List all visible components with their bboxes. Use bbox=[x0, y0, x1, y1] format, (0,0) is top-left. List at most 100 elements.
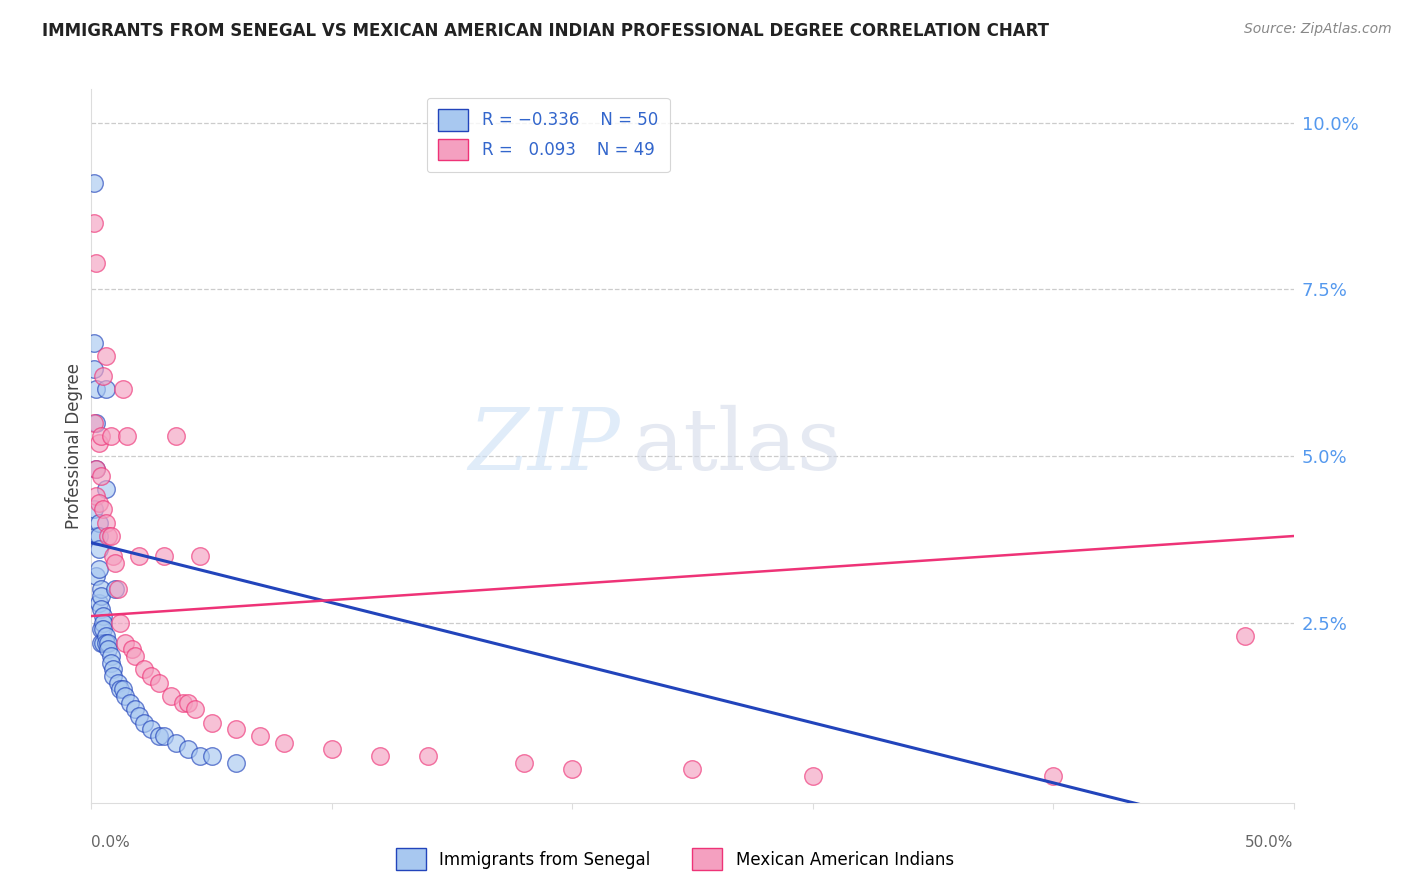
Point bbox=[249, 729, 271, 743]
Point bbox=[141, 669, 163, 683]
Point bbox=[114, 689, 136, 703]
Point bbox=[1234, 629, 1257, 643]
Point bbox=[114, 636, 136, 650]
Point bbox=[94, 483, 117, 497]
Point bbox=[681, 763, 703, 777]
Point bbox=[107, 582, 129, 597]
Point bbox=[84, 382, 107, 396]
Point bbox=[87, 596, 110, 610]
Point bbox=[148, 729, 170, 743]
Point bbox=[165, 429, 187, 443]
Point bbox=[176, 696, 198, 710]
Point bbox=[273, 736, 295, 750]
Point bbox=[94, 516, 117, 530]
Point bbox=[165, 736, 187, 750]
Point bbox=[87, 542, 110, 557]
Point bbox=[90, 623, 112, 637]
Point bbox=[90, 602, 112, 616]
Point bbox=[188, 549, 211, 563]
Point bbox=[416, 749, 439, 764]
Point bbox=[321, 742, 343, 756]
Point bbox=[94, 629, 117, 643]
Point bbox=[84, 416, 107, 430]
Point bbox=[93, 502, 115, 516]
Point bbox=[110, 682, 132, 697]
Text: atlas: atlas bbox=[633, 404, 841, 488]
Point bbox=[90, 582, 112, 597]
Point bbox=[87, 562, 110, 576]
Point bbox=[90, 636, 112, 650]
Point bbox=[184, 702, 207, 716]
Point bbox=[100, 429, 122, 443]
Point bbox=[117, 429, 139, 443]
Point bbox=[84, 569, 107, 583]
Point bbox=[561, 763, 583, 777]
Point bbox=[94, 636, 117, 650]
Point bbox=[513, 756, 536, 770]
Point bbox=[225, 756, 247, 770]
Point bbox=[201, 749, 224, 764]
Legend: Immigrants from Senegal, Mexican American Indians: Immigrants from Senegal, Mexican America… bbox=[389, 842, 960, 877]
Point bbox=[97, 529, 120, 543]
Point bbox=[93, 636, 115, 650]
Point bbox=[83, 176, 105, 190]
Point bbox=[83, 416, 105, 430]
Point bbox=[90, 469, 112, 483]
Y-axis label: Professional Degree: Professional Degree bbox=[65, 363, 83, 529]
Point bbox=[188, 749, 211, 764]
Point bbox=[84, 462, 107, 476]
Point bbox=[128, 709, 150, 723]
Point bbox=[1042, 769, 1064, 783]
Point bbox=[148, 675, 170, 690]
Point bbox=[84, 462, 107, 476]
Text: Source: ZipAtlas.com: Source: ZipAtlas.com bbox=[1244, 22, 1392, 37]
Legend: R = −0.336    N = 50, R =   0.093    N = 49: R = −0.336 N = 50, R = 0.093 N = 49 bbox=[427, 97, 669, 172]
Text: 50.0%: 50.0% bbox=[1246, 836, 1294, 850]
Point bbox=[87, 496, 110, 510]
Point bbox=[124, 702, 146, 716]
Point bbox=[93, 623, 115, 637]
Point bbox=[152, 729, 174, 743]
Text: IMMIGRANTS FROM SENEGAL VS MEXICAN AMERICAN INDIAN PROFESSIONAL DEGREE CORRELATI: IMMIGRANTS FROM SENEGAL VS MEXICAN AMERI… bbox=[42, 22, 1049, 40]
Point bbox=[152, 549, 174, 563]
Point bbox=[100, 656, 122, 670]
Point bbox=[87, 529, 110, 543]
Point bbox=[201, 715, 224, 730]
Point bbox=[225, 723, 247, 737]
Point bbox=[83, 216, 105, 230]
Point bbox=[84, 255, 107, 269]
Point bbox=[107, 675, 129, 690]
Point bbox=[97, 642, 120, 657]
Point bbox=[801, 769, 824, 783]
Point bbox=[93, 615, 115, 630]
Point bbox=[94, 382, 117, 396]
Point bbox=[121, 642, 143, 657]
Point bbox=[159, 689, 181, 703]
Text: ZIP: ZIP bbox=[468, 405, 620, 487]
Point bbox=[104, 556, 127, 570]
Point bbox=[172, 696, 194, 710]
Point bbox=[141, 723, 163, 737]
Point bbox=[111, 682, 134, 697]
Point bbox=[87, 516, 110, 530]
Point bbox=[368, 749, 391, 764]
Point bbox=[100, 529, 122, 543]
Point bbox=[93, 368, 115, 383]
Point bbox=[118, 696, 141, 710]
Point bbox=[111, 382, 134, 396]
Point bbox=[97, 636, 120, 650]
Point bbox=[90, 589, 112, 603]
Point bbox=[176, 742, 198, 756]
Point bbox=[100, 649, 122, 664]
Point bbox=[134, 715, 156, 730]
Point bbox=[104, 582, 127, 597]
Point bbox=[84, 529, 107, 543]
Point bbox=[83, 362, 105, 376]
Point bbox=[101, 549, 124, 563]
Point bbox=[93, 609, 115, 624]
Point bbox=[101, 669, 124, 683]
Point bbox=[83, 502, 105, 516]
Point bbox=[134, 662, 156, 676]
Point bbox=[83, 335, 105, 350]
Point bbox=[128, 549, 150, 563]
